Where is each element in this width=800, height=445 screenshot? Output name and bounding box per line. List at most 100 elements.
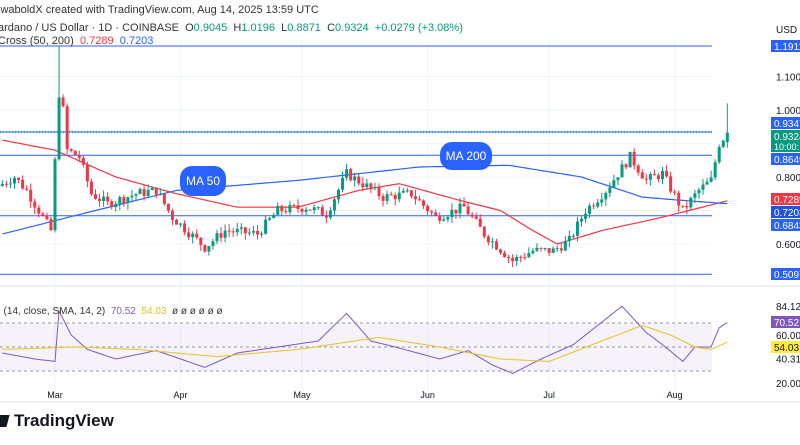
candle: [604, 191, 608, 206]
candle-body: [640, 172, 644, 179]
candle: [199, 237, 203, 251]
candle: [53, 156, 57, 233]
candle: [519, 255, 523, 263]
bar-countdown: 10:00:: [774, 142, 799, 152]
candle: [486, 234, 490, 246]
candle-body: [73, 150, 77, 156]
rsi-name: I (14, close, SMA, 14, 2): [0, 306, 106, 317]
rsi-tick-label: 20.00: [776, 379, 800, 390]
candle: [332, 197, 336, 216]
candle-body: [102, 196, 106, 202]
candle-body: [0, 183, 4, 186]
level-price-tag: 0.9347: [774, 119, 800, 130]
candle-body: [705, 181, 709, 185]
candle: [4, 180, 8, 188]
candle-body: [227, 230, 231, 232]
candle: [328, 206, 332, 220]
rsi-legend[interactable]: I (14, close, SMA, 14, 2) 70.52 54.03 ø …: [0, 306, 223, 317]
candle-body: [620, 164, 624, 178]
high-value: 1.0196: [241, 22, 276, 34]
candle-body: [341, 177, 345, 190]
rsi-value-tag-bg: [771, 316, 800, 328]
candle: [563, 236, 567, 252]
candle-body: [154, 187, 158, 195]
candle: [713, 159, 717, 180]
month-label: Jul: [543, 390, 555, 400]
candle-body: [17, 177, 21, 180]
candle: [57, 45, 61, 161]
month-label: Jun: [420, 390, 435, 400]
candle-body: [701, 184, 705, 190]
candle-body: [632, 151, 636, 166]
candle: [426, 204, 430, 215]
month-label: Apr: [174, 390, 188, 400]
candle-body: [689, 197, 693, 208]
candle: [353, 172, 357, 187]
level-price-tag-bg: [771, 117, 800, 129]
rsi-ma-legend-value: 54.03: [141, 306, 167, 317]
candle-body: [551, 248, 555, 253]
rsi-extra-values: ø ø ø ø ø ø: [172, 306, 223, 317]
candle-body: [669, 176, 673, 192]
candle-body: [280, 205, 284, 212]
candle: [215, 229, 219, 245]
level-price-tag-bg: [771, 268, 800, 280]
candle-body: [401, 191, 405, 193]
ma-cross-legend[interactable]: Cross (50, 200) 0.7289 0.7203: [0, 35, 153, 47]
candle: [166, 203, 170, 214]
candle: [308, 209, 312, 211]
candle: [0, 180, 4, 187]
candle: [320, 204, 324, 216]
candle: [636, 163, 640, 176]
close-value: 0.9324: [335, 22, 369, 34]
candle-body: [268, 218, 272, 220]
candle-body: [211, 241, 215, 246]
candle: [596, 199, 600, 209]
candle: [183, 220, 187, 236]
candle: [138, 187, 142, 195]
candle-body: [89, 181, 93, 195]
candle-body: [644, 178, 648, 180]
candle-body: [33, 201, 37, 208]
candle: [17, 177, 21, 184]
candle: [85, 161, 89, 188]
last-price-tag-bg: [771, 130, 800, 152]
candle-body: [223, 230, 227, 238]
candle-body: [531, 250, 535, 254]
candle: [567, 230, 571, 248]
candle-body: [142, 189, 146, 196]
candle: [584, 208, 588, 223]
candle-body: [389, 194, 393, 196]
candle: [620, 159, 624, 178]
candle: [535, 243, 539, 253]
candle: [693, 189, 697, 204]
candle: [377, 183, 381, 200]
candle-body: [693, 193, 697, 198]
candle: [397, 186, 401, 203]
level-price-tag: 0.8649: [774, 155, 800, 166]
candle: [25, 185, 29, 191]
candle-body: [146, 190, 150, 196]
candle-body: [434, 212, 438, 216]
candle-body: [170, 210, 174, 220]
tradingview-logo[interactable]: TradingView: [0, 411, 114, 431]
candle: [264, 215, 268, 235]
candle: [640, 169, 644, 179]
candle-body: [247, 232, 251, 234]
candle: [300, 207, 304, 216]
candle: [458, 197, 462, 219]
candle: [8, 177, 12, 188]
ma200-price-tag: 0.7203: [774, 208, 800, 219]
candle: [681, 205, 685, 209]
candle-body: [150, 187, 154, 191]
candle: [527, 247, 531, 258]
candle-body: [118, 197, 122, 204]
candle: [547, 248, 551, 256]
candle-body: [438, 215, 442, 221]
candle-body: [308, 209, 312, 211]
candle-body: [543, 248, 547, 250]
candle-body: [361, 183, 365, 188]
candle: [337, 188, 340, 204]
